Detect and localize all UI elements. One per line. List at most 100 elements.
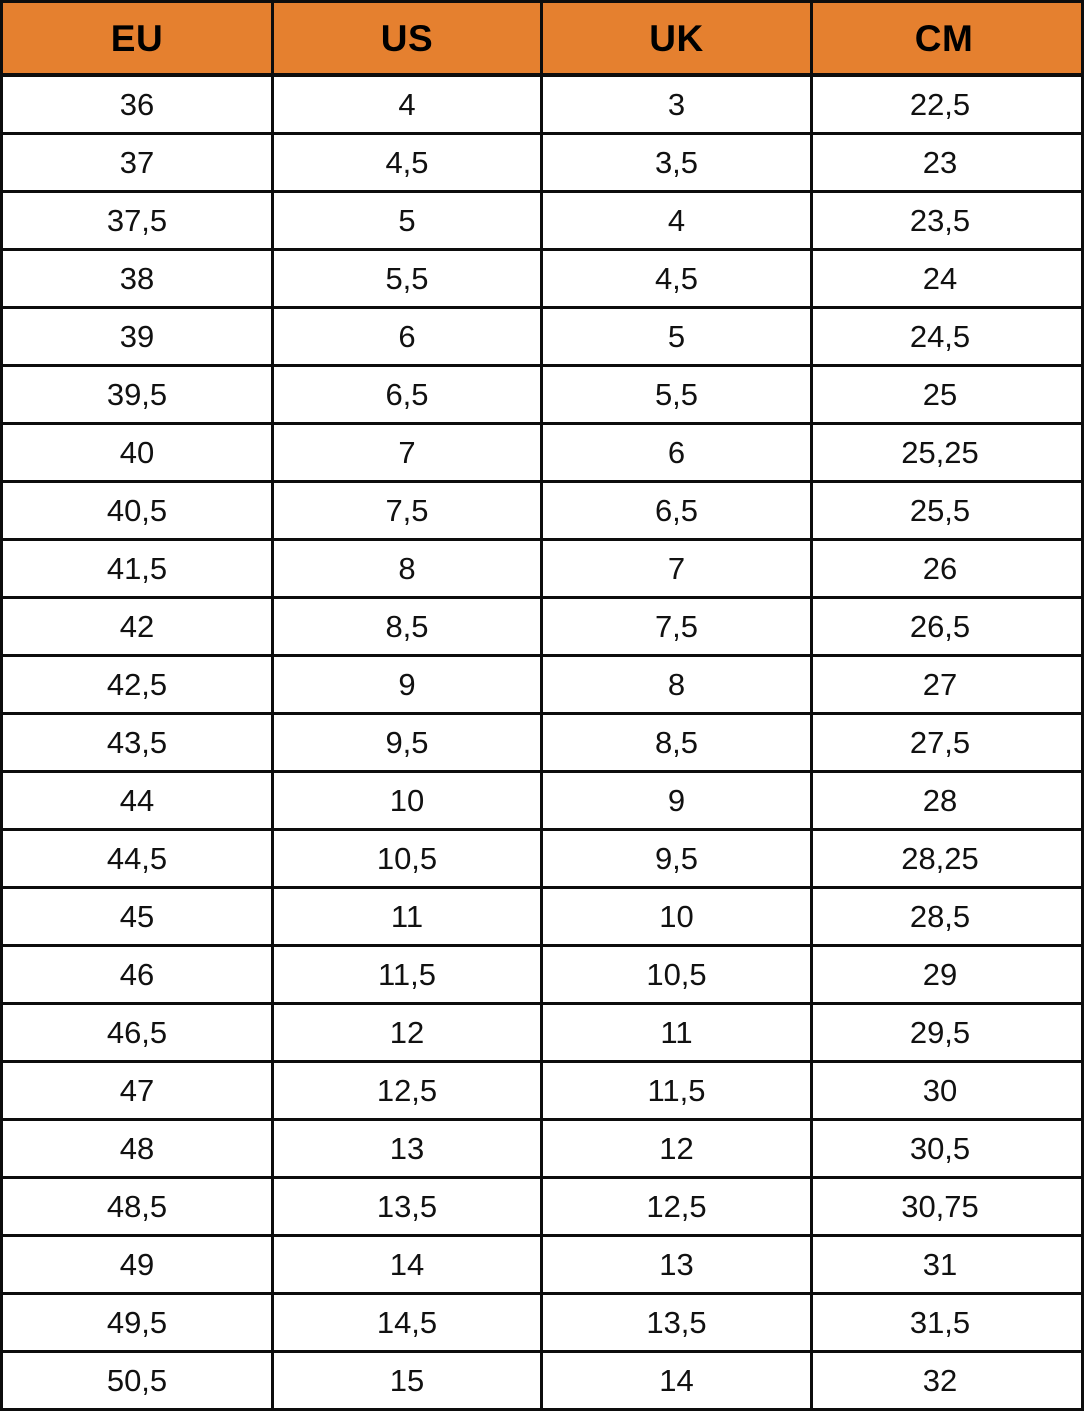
cell-us: 14,5 — [272, 1293, 543, 1353]
cell-cm: 29 — [811, 945, 1083, 1005]
table-body: 36 4 3 22,5 37 4,5 3,5 23 37,5 5 4 23,5 38 5,5 4,5 24 39… — [1, 75, 1083, 1410]
cell-cm: 30,75 — [811, 1177, 1083, 1237]
cell-uk: 13 — [541, 1235, 813, 1295]
cell-cm: 28 — [811, 771, 1083, 831]
cell-eu: 48 — [1, 1119, 274, 1179]
cell-eu: 44 — [1, 771, 274, 831]
cell-cm: 24 — [811, 249, 1083, 309]
cell-uk: 13,5 — [541, 1293, 813, 1353]
cell-us: 4,5 — [272, 133, 543, 193]
cell-uk: 12,5 — [541, 1177, 813, 1237]
cell-cm: 30 — [811, 1061, 1083, 1121]
table-row: 37,5 5 4 23,5 — [1, 191, 1083, 251]
cell-us: 7,5 — [272, 481, 543, 541]
cell-uk: 10,5 — [541, 945, 813, 1005]
cell-uk: 7,5 — [541, 597, 813, 657]
cell-eu: 39 — [1, 307, 274, 367]
table-row: 41,5 8 7 26 — [1, 539, 1083, 599]
cell-uk: 10 — [541, 887, 813, 947]
cell-uk: 3,5 — [541, 133, 813, 193]
cell-eu: 46 — [1, 945, 274, 1005]
table-header: EU US UK CM — [1, 1, 1083, 77]
cell-eu: 42,5 — [1, 655, 274, 715]
cell-uk: 9 — [541, 771, 813, 831]
cell-cm: 23 — [811, 133, 1083, 193]
column-header-eu: EU — [1, 1, 274, 77]
cell-uk: 11,5 — [541, 1061, 813, 1121]
cell-us: 9,5 — [272, 713, 543, 773]
cell-us: 6 — [272, 307, 543, 367]
cell-cm: 22,5 — [811, 75, 1083, 135]
cell-us: 13 — [272, 1119, 543, 1179]
cell-cm: 29,5 — [811, 1003, 1083, 1063]
cell-us: 12,5 — [272, 1061, 543, 1121]
cell-cm: 24,5 — [811, 307, 1083, 367]
table-header-row: EU US UK CM — [1, 1, 1083, 77]
column-header-us: US — [272, 1, 543, 77]
cell-eu: 42 — [1, 597, 274, 657]
column-header-cm: CM — [811, 1, 1083, 77]
cell-eu: 49 — [1, 1235, 274, 1295]
cell-us: 6,5 — [272, 365, 543, 425]
cell-eu: 39,5 — [1, 365, 274, 425]
cell-cm: 26,5 — [811, 597, 1083, 657]
cell-eu: 36 — [1, 75, 274, 135]
cell-uk: 8 — [541, 655, 813, 715]
cell-uk: 14 — [541, 1351, 813, 1410]
cell-us: 11 — [272, 887, 543, 947]
table-row: 49,5 14,5 13,5 31,5 — [1, 1293, 1083, 1353]
cell-cm: 27 — [811, 655, 1083, 715]
cell-cm: 26 — [811, 539, 1083, 599]
table-row: 46,5 12 11 29,5 — [1, 1003, 1083, 1063]
cell-uk: 6,5 — [541, 481, 813, 541]
cell-uk: 4,5 — [541, 249, 813, 309]
table-row: 39,5 6,5 5,5 25 — [1, 365, 1083, 425]
cell-us: 5,5 — [272, 249, 543, 309]
cell-cm: 25,5 — [811, 481, 1083, 541]
cell-us: 13,5 — [272, 1177, 543, 1237]
table-row: 44,5 10,5 9,5 28,25 — [1, 829, 1083, 889]
cell-uk: 5,5 — [541, 365, 813, 425]
cell-eu: 44,5 — [1, 829, 274, 889]
cell-eu: 38 — [1, 249, 274, 309]
cell-us: 9 — [272, 655, 543, 715]
table-row: 36 4 3 22,5 — [1, 75, 1083, 135]
cell-eu: 40 — [1, 423, 274, 483]
table-row: 43,5 9,5 8,5 27,5 — [1, 713, 1083, 773]
table-row: 49 14 13 31 — [1, 1235, 1083, 1295]
cell-uk: 4 — [541, 191, 813, 251]
cell-eu: 50,5 — [1, 1351, 274, 1410]
table-row: 40 7 6 25,25 — [1, 423, 1083, 483]
column-header-uk: UK — [541, 1, 813, 77]
table-row: 37 4,5 3,5 23 — [1, 133, 1083, 193]
cell-cm: 27,5 — [811, 713, 1083, 773]
cell-us: 11,5 — [272, 945, 543, 1005]
cell-eu: 37,5 — [1, 191, 274, 251]
table-row: 42 8,5 7,5 26,5 — [1, 597, 1083, 657]
cell-cm: 28,25 — [811, 829, 1083, 889]
cell-us: 7 — [272, 423, 543, 483]
cell-cm: 30,5 — [811, 1119, 1083, 1179]
cell-uk: 3 — [541, 75, 813, 135]
cell-us: 10 — [272, 771, 543, 831]
table-row: 44 10 9 28 — [1, 771, 1083, 831]
cell-us: 14 — [272, 1235, 543, 1295]
table-row: 46 11,5 10,5 29 — [1, 945, 1083, 1005]
cell-cm: 32 — [811, 1351, 1083, 1410]
cell-uk: 5 — [541, 307, 813, 367]
table-row: 42,5 9 8 27 — [1, 655, 1083, 715]
cell-cm: 25,25 — [811, 423, 1083, 483]
cell-us: 15 — [272, 1351, 543, 1410]
cell-eu: 47 — [1, 1061, 274, 1121]
cell-cm: 28,5 — [811, 887, 1083, 947]
cell-eu: 46,5 — [1, 1003, 274, 1063]
cell-us: 4 — [272, 75, 543, 135]
table-row: 39 6 5 24,5 — [1, 307, 1083, 367]
cell-uk: 7 — [541, 539, 813, 599]
cell-uk: 9,5 — [541, 829, 813, 889]
table-row: 48,5 13,5 12,5 30,75 — [1, 1177, 1083, 1237]
cell-cm: 31 — [811, 1235, 1083, 1295]
cell-uk: 11 — [541, 1003, 813, 1063]
cell-uk: 12 — [541, 1119, 813, 1179]
